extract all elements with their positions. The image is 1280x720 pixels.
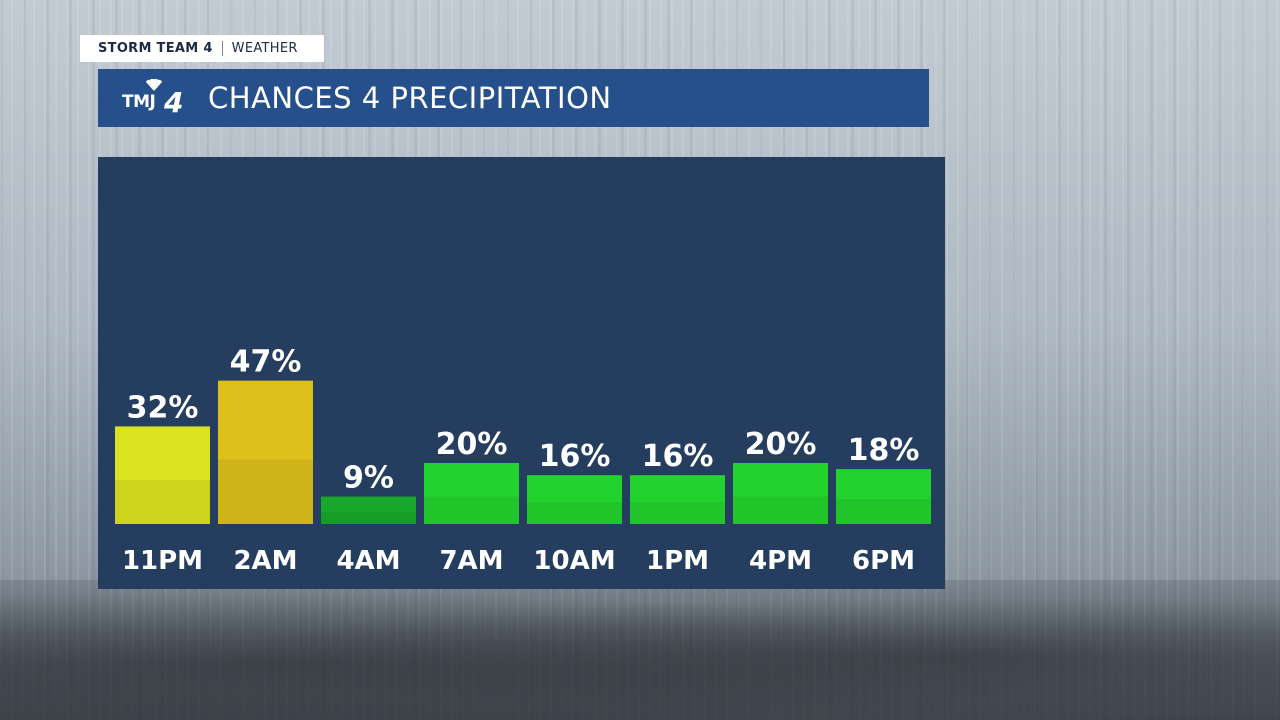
time-label-2am: 2AM bbox=[233, 546, 297, 576]
time-label-7am: 7AM bbox=[439, 546, 503, 576]
time-label-6pm: 6PM bbox=[852, 546, 915, 576]
bar-1pm bbox=[630, 475, 725, 524]
bar-shade-6pm bbox=[836, 499, 931, 524]
value-label-10am: 16% bbox=[539, 439, 611, 474]
chart-panel: 32% 11PM 47% 2AM 9% 4AM 20% 7AM 16% 10AM 16% 1PM 20%… bbox=[98, 157, 945, 589]
bar-shade-2am bbox=[218, 459, 313, 524]
bar-shade-10am bbox=[527, 502, 622, 524]
value-label-4am: 9% bbox=[343, 461, 394, 496]
time-label-11pm: 11PM bbox=[122, 546, 203, 576]
bar-10am bbox=[527, 475, 622, 524]
value-label-2am: 47% bbox=[230, 345, 302, 380]
value-label-4pm: 20% bbox=[745, 427, 817, 462]
value-label-7am: 20% bbox=[436, 427, 508, 462]
value-label-6pm: 18% bbox=[848, 433, 920, 468]
bar-11pm bbox=[115, 426, 210, 524]
value-label-11pm: 32% bbox=[127, 390, 199, 425]
bar-shade-7am bbox=[424, 496, 519, 524]
time-label-4pm: 4PM bbox=[749, 546, 812, 576]
bar-4am bbox=[321, 496, 416, 524]
time-label-4am: 4AM bbox=[336, 546, 400, 576]
bar-7am bbox=[424, 463, 519, 524]
section-name: WEATHER bbox=[231, 41, 298, 56]
bar-shade-1pm bbox=[630, 502, 725, 524]
bar-6pm bbox=[836, 469, 931, 524]
show-name: STORM TEAM 4 bbox=[98, 41, 213, 56]
precipitation-bar-chart: 32% 11PM 47% 2AM 9% 4AM 20% 7AM 16% 10AM 16% 1PM 20%… bbox=[115, 345, 931, 576]
station-tag: STORM TEAM 4 WEATHER bbox=[80, 35, 324, 62]
tag-divider bbox=[221, 41, 223, 56]
value-label-1pm: 16% bbox=[642, 439, 714, 474]
bar-shade-4am bbox=[321, 511, 416, 524]
station-logo: TMJ 4 bbox=[122, 77, 188, 119]
time-label-1pm: 1PM bbox=[646, 546, 709, 576]
wet-ground-background bbox=[0, 580, 1280, 720]
chart-title: CHANCES 4 PRECIPITATION bbox=[208, 81, 612, 115]
title-bar: TMJ 4 CHANCES 4 PRECIPITATION bbox=[98, 69, 929, 127]
logo-call-letters: TMJ bbox=[122, 92, 156, 112]
peacock-icon bbox=[146, 79, 162, 91]
bar-shade-4pm bbox=[733, 496, 828, 524]
bar-2am bbox=[218, 380, 313, 524]
time-label-10am: 10AM bbox=[533, 546, 615, 576]
logo-channel-number: 4 bbox=[164, 86, 184, 119]
bar-4pm bbox=[733, 463, 828, 524]
bar-shade-11pm bbox=[115, 480, 210, 524]
